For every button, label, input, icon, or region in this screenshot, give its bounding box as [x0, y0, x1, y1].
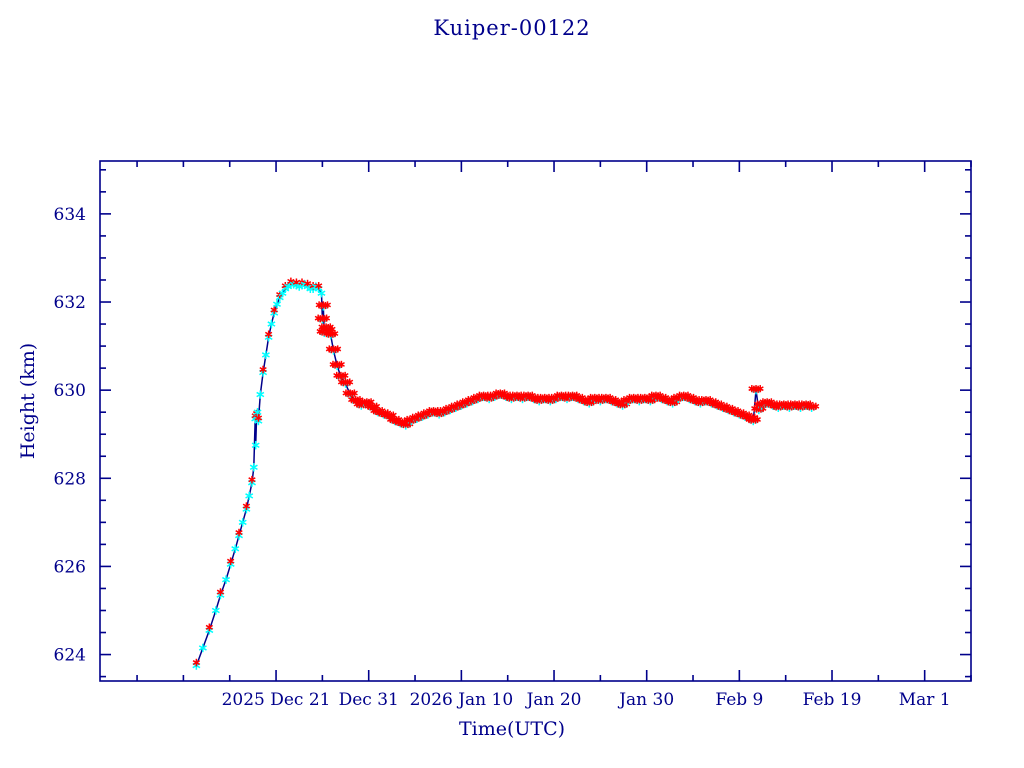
data-point-marker — [264, 330, 273, 339]
data-point-marker — [256, 390, 265, 399]
data-point-marker — [267, 319, 276, 329]
data-point-marker — [242, 502, 251, 510]
data-point-marker — [341, 371, 349, 380]
data-point-marker — [261, 350, 270, 360]
plot-frame — [99, 160, 972, 682]
data-point-marker — [337, 360, 345, 369]
data-point-marker — [350, 389, 358, 397]
x-tick-label: Feb 19 — [803, 690, 862, 710]
data-point-marker — [259, 365, 267, 374]
x-tick-label: Dec 31 — [339, 690, 399, 710]
height-series-line — [195, 283, 812, 666]
data-point-marker — [323, 314, 331, 322]
y-axis-ticks — [100, 169, 971, 678]
x-tick-label: Jan 30 — [617, 690, 674, 710]
y-axis-tick-labels: 624 626 628 630 632 634 — [54, 205, 86, 666]
data-point-marker — [205, 623, 214, 632]
data-point-marker — [315, 281, 323, 290]
x-tick-label: 2025 Dec 21 — [222, 690, 331, 710]
data-point-marker — [756, 385, 764, 393]
y-tick-label: 628 — [54, 469, 86, 489]
height-series-markers — [192, 277, 820, 670]
x-axis-tick-labels: 2025 Dec 21 Dec 31 2026 Jan 10 Jan 20 Jan 30… — [222, 690, 951, 710]
x-tick-label: Jan 20 — [525, 690, 582, 710]
y-tick-label: 634 — [54, 205, 86, 225]
data-point-marker — [231, 544, 240, 553]
x-tick-label: Feb 9 — [715, 690, 763, 710]
chart-title: Kuiper-00122 — [433, 16, 591, 40]
y-tick-label: 630 — [54, 381, 86, 401]
data-point-marker — [238, 518, 247, 527]
x-tick-label: Mar 1 — [899, 690, 951, 710]
data-point-marker — [270, 306, 278, 314]
x-tick-label: 2026 Jan 10 — [410, 690, 514, 710]
data-point-marker — [334, 345, 342, 353]
data-point-marker — [249, 463, 258, 472]
data-point-marker — [226, 557, 235, 566]
data-point-marker — [192, 658, 201, 667]
data-point-marker — [272, 300, 281, 309]
data-point-marker — [245, 491, 254, 501]
data-point-marker — [324, 301, 332, 309]
data-point-marker — [198, 643, 207, 653]
data-point-marker — [235, 528, 243, 537]
x-axis-label: Time(UTC) — [458, 718, 566, 740]
data-point-marker — [216, 588, 225, 596]
y-tick-label: 626 — [54, 557, 86, 577]
y-tick-label: 624 — [54, 646, 86, 666]
y-tick-label: 632 — [54, 293, 86, 313]
data-point-marker — [317, 289, 326, 298]
data-point-marker — [248, 475, 256, 484]
y-axis-label: Height (km) — [17, 342, 39, 460]
x-axis-ticks — [136, 161, 972, 681]
data-point-marker — [753, 415, 761, 424]
data-point-marker — [254, 414, 263, 422]
data-point-marker — [812, 402, 820, 410]
data-point-marker — [346, 378, 354, 386]
data-point-marker — [251, 441, 260, 450]
data-point-marker — [211, 606, 220, 615]
data-point-marker — [222, 575, 231, 584]
data-point-marker — [331, 329, 339, 338]
data-point-marker — [253, 407, 262, 417]
